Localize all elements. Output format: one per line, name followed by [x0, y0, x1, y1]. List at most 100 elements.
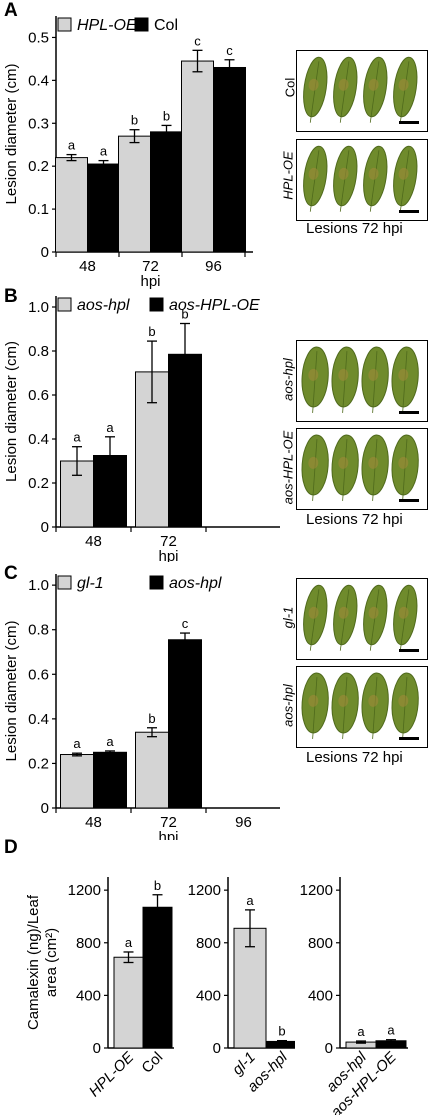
leaf-3 [363, 584, 388, 651]
bar-gl-1 [233, 927, 267, 1049]
legend-label: aos-hpl [77, 297, 130, 314]
x-tick-label: 72 [160, 814, 177, 831]
lesion [338, 456, 349, 469]
photo-label-a-bottom: HPL-OE [280, 151, 296, 200]
leaf-vein [342, 439, 348, 501]
leaf-1 [303, 584, 328, 651]
panel-letter-b: B [4, 286, 18, 307]
x-axis-label: hpi [158, 829, 178, 840]
leaf-2 [331, 434, 359, 501]
bar-Col [150, 131, 183, 253]
photo-label-c-bottom: aos-hpl [280, 684, 296, 727]
lesion [398, 694, 409, 707]
significance-letter: a [125, 935, 133, 950]
leaf-1 [303, 145, 328, 212]
x-tick-label: 96 [235, 814, 252, 831]
y-tick-label: 0.1 [28, 201, 49, 218]
bar-HPL-OE [113, 956, 144, 1049]
y-tick-label: 800 [308, 935, 333, 952]
leaf-vein [372, 351, 378, 413]
bar-HPL-OE [55, 157, 88, 253]
lesion [368, 456, 379, 469]
leaf-vein [312, 677, 318, 739]
lesion [338, 78, 349, 91]
significance-letter: a [100, 144, 108, 159]
y-tick-label: 400 [76, 987, 101, 1004]
y-tick-label: 400 [308, 987, 333, 1004]
legend-label: Col [154, 17, 178, 34]
leaf-vein [402, 677, 408, 739]
x-tick-label: 48 [85, 533, 102, 550]
y-tick-label: 800 [196, 935, 221, 952]
y-axis-label: Lesion diameter (cm) [3, 341, 20, 482]
lesion [308, 78, 319, 91]
y-tick-label: 400 [196, 987, 221, 1004]
significance-letter: a [73, 430, 81, 445]
y-axis-label-line2: area (cm²) [43, 928, 60, 997]
photo-b-bottom [296, 428, 428, 510]
leaf-vein [399, 150, 410, 212]
x-tick-label: 48 [85, 814, 102, 831]
legend-swatch [134, 17, 149, 32]
lesion [368, 368, 379, 381]
lesion [308, 167, 319, 180]
y-tick-label: 1200 [188, 882, 221, 899]
y-axis-label: Lesion diameter (cm) [3, 621, 20, 762]
lesion [368, 78, 379, 91]
leaf-2 [331, 346, 359, 413]
bar-aos-hpl [168, 639, 202, 809]
lesion [308, 368, 319, 381]
leaf-4 [393, 56, 418, 123]
scale-bar [399, 210, 419, 213]
leaf-4 [391, 346, 419, 413]
bar-Col [87, 163, 120, 253]
chart-a: 0 0.1 0.2 0.3 0.4 0.5 Lesion diameter (cm) 48 72… [3, 16, 253, 290]
leaf-vein [342, 677, 348, 739]
significance-letter: b [148, 711, 155, 726]
lesion [338, 368, 349, 381]
y-tick-label: 0.8 [28, 343, 49, 360]
bar-Col [213, 66, 246, 253]
y-tick-label: 0.5 [28, 29, 49, 46]
lesion [338, 167, 349, 180]
y-tick-label: 0.2 [28, 475, 49, 492]
photo-label-b-bottom: aos-HPL-OE [280, 430, 296, 505]
y-tick-label: 800 [76, 935, 101, 952]
photo-c-top [296, 578, 428, 660]
legend-label: gl-1 [77, 575, 104, 592]
scale-bar [399, 649, 419, 652]
lesion [338, 606, 349, 619]
panel-letter-d: D [4, 837, 18, 858]
significance-letter: a [106, 734, 114, 749]
legend-swatch [57, 297, 72, 312]
lesion [398, 456, 409, 469]
scale-bar [399, 121, 419, 124]
bar-HPL-OE [181, 60, 214, 253]
legend-label: aos-HPL-OE [169, 297, 260, 314]
y-tick-label: 1200 [68, 882, 101, 899]
leaf-3 [363, 145, 388, 212]
significance-letter: b [131, 113, 138, 128]
bar-HPL-OE [118, 135, 151, 253]
legend-label: HPL-OE [77, 17, 137, 34]
photo-label-c-top: gl-1 [280, 606, 296, 629]
x-tick-label: Col [138, 1049, 166, 1077]
leaf-2 [333, 145, 358, 212]
y-tick-label: 1.0 [28, 577, 49, 594]
legend-swatch [149, 575, 164, 590]
leaf-1 [301, 346, 329, 413]
significance-letter: b [278, 1024, 285, 1039]
leaf-3 [363, 56, 388, 123]
y-tick-label: 0.4 [28, 431, 49, 448]
lesion [368, 606, 379, 619]
bar-gl-1 [135, 731, 169, 809]
panel-letter-c: C [4, 563, 18, 584]
y-tick-label: 0.2 [28, 755, 49, 772]
leaf-vein [399, 61, 410, 123]
leaf-vein [402, 439, 408, 501]
leaf-2 [331, 672, 359, 739]
leaf-photo [301, 434, 419, 502]
lesion [368, 167, 379, 180]
